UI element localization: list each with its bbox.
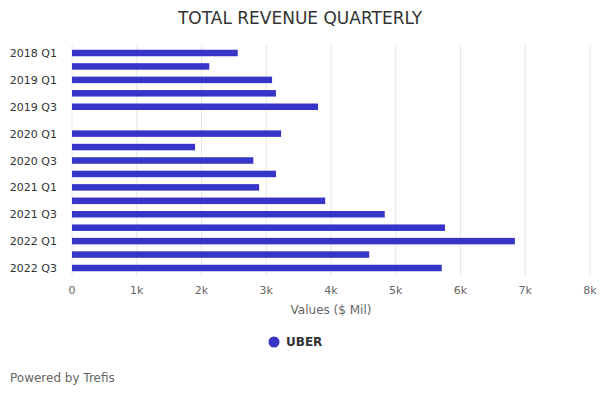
bar: [72, 77, 272, 84]
grid-line: [525, 45, 526, 276]
bar: [72, 63, 209, 70]
footer: Powered by Trefis: [10, 371, 115, 385]
x-tick-label: 2k: [195, 284, 209, 297]
x-axis-label: Values ($ Mil): [291, 303, 372, 317]
y-tick-label: 2021 Q3: [10, 208, 57, 221]
grid-line: [590, 45, 591, 276]
y-tick-label: 2018 Q1: [10, 47, 57, 60]
title: TOTAL REVENUE QUARTERLY: [177, 8, 423, 28]
x-tick-label: 5k: [389, 284, 403, 297]
bar: [72, 251, 369, 258]
x-tick-label: 4k: [324, 284, 338, 297]
bar: [72, 238, 515, 245]
bar: [72, 157, 253, 164]
x-tick-label: 7k: [519, 284, 533, 297]
bar: [72, 184, 259, 191]
bar: [72, 90, 276, 97]
y-tick-label: 2022 Q3: [10, 262, 57, 275]
x-tick-label: 6k: [454, 284, 468, 297]
bar: [72, 198, 325, 205]
bar: [72, 171, 276, 178]
x-tick-label: 8k: [583, 284, 597, 297]
y-tick-label: 2022 Q1: [10, 235, 57, 248]
chart: TOTAL REVENUE QUARTERLY 0 1k 2k 3k 4k 5k 6k 7k 8k…: [0, 0, 600, 400]
bar: [72, 50, 238, 57]
bar: [72, 265, 442, 272]
y-tick-label: 2020 Q3: [10, 155, 57, 168]
grid: [72, 45, 590, 276]
y-tick-label: 2021 Q1: [10, 181, 57, 194]
y-tick-label: 2019 Q3: [10, 101, 57, 114]
legend: UBER: [269, 335, 323, 349]
x-tick-label: 0: [69, 284, 76, 297]
bar: [72, 224, 445, 231]
y-tick-label: 2020 Q1: [10, 128, 57, 141]
bars: [72, 50, 515, 272]
bar: [72, 130, 281, 137]
x-tick-label: 3k: [260, 284, 274, 297]
x-tick-label: 1k: [130, 284, 144, 297]
bar: [72, 104, 318, 111]
bar: [72, 211, 385, 218]
legend-label: UBER: [286, 335, 322, 349]
bar: [72, 144, 195, 151]
y-tick-label: 2019 Q1: [10, 74, 57, 87]
legend-marker: [269, 337, 280, 348]
